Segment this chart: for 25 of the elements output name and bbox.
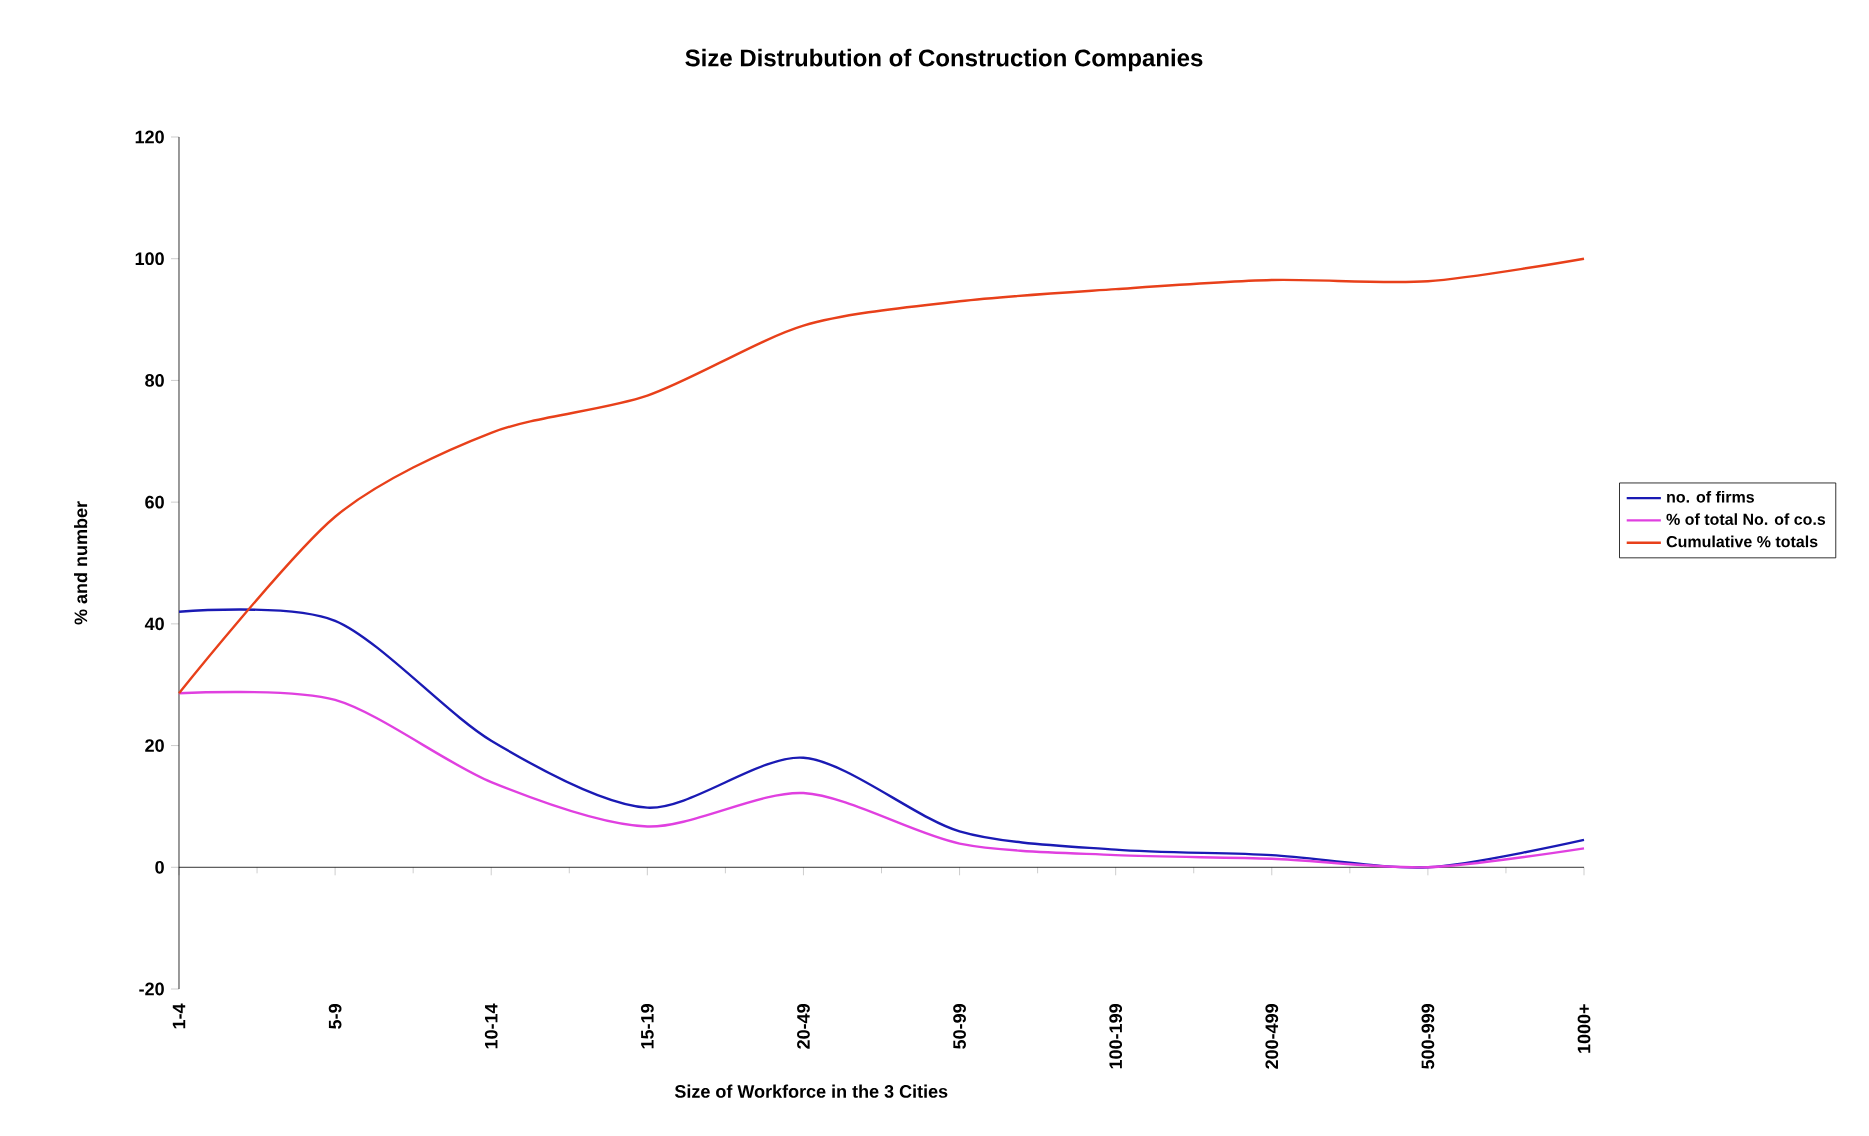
x-tick-label: 200-499	[1265, 1004, 1279, 1069]
line-series	[177, 257, 1586, 695]
x-tick-label: 1-4	[172, 1003, 186, 1029]
x-tick-label: 10-14	[484, 1003, 498, 1049]
y-tick-label: 20	[145, 739, 164, 752]
y-tick-label: 120	[135, 130, 164, 144]
x-tick-label: 50-99	[953, 1004, 966, 1049]
legend-label: no. of firms	[1667, 490, 1755, 503]
x-tick-label: 5-9	[328, 1004, 342, 1029]
y-tick-label: 80	[145, 374, 164, 387]
legend-label: % of total No. of co.s	[1666, 513, 1826, 525]
x-tick-label: 500-999	[1421, 1004, 1435, 1069]
x-tick-label: 20-49	[797, 1004, 810, 1049]
x-axis-title: Size of Workforce in the 3 Cities	[674, 1084, 948, 1098]
x-tick-label: 15-19	[640, 1004, 654, 1049]
y-tick-label: 60	[145, 495, 164, 509]
y-tick-label: 40	[144, 617, 164, 631]
x-tick-label: 1000+	[1577, 1004, 1591, 1053]
y-tick-label: 100	[135, 252, 164, 266]
legend-label: Cumulative % totals	[1666, 535, 1818, 548]
y-tick-label: -20	[139, 982, 164, 996]
y-axis-title: % and number	[74, 501, 88, 625]
y-tick-label: 0	[155, 860, 164, 874]
x-tick-label: 100-199	[1109, 1004, 1123, 1069]
chart-title: Size Distrubution of Construction Companies	[685, 48, 1203, 72]
